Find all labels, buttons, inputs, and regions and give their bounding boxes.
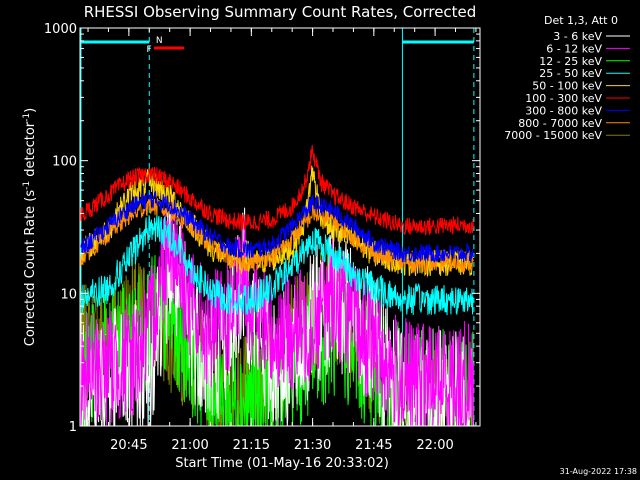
legend-entry-label: 7000 - 15000 keV [504, 129, 602, 142]
flag-label-0: N [156, 36, 163, 46]
chart-title: RHESSI Observing Summary Count Rates, Co… [84, 3, 477, 21]
x-tick-label: 20:45 [110, 438, 147, 453]
legend-entry-label: 100 - 300 keV [525, 92, 602, 105]
legend-entry-label: 6 - 12 keV [546, 42, 602, 55]
y-tick-label: 1 [69, 420, 77, 435]
legend-entry-label: 25 - 50 keV [539, 67, 602, 80]
y-axis-label: Corrected Count Rate (s-1 detector-1) [22, 108, 38, 346]
timestamp: 31-Aug-2022 17:38 [560, 467, 637, 476]
y-tick-label: 100 [52, 155, 77, 170]
axes: 1 10 100 1000 20:45 21:00 21:15 21:30 21:45 22:00 [44, 22, 480, 453]
plot-frame [79, 27, 481, 427]
legend-entry-label: 3 - 6 keV [553, 30, 602, 43]
legend-entry-label: 800 - 7000 keV [518, 117, 602, 130]
x-tick-label: 21:00 [171, 438, 208, 453]
plot-area: NF [80, 28, 475, 426]
x-tick-label: 21:30 [294, 438, 331, 453]
legend-entry-label: 50 - 100 keV [532, 80, 602, 93]
x-tick-label: 21:15 [233, 438, 270, 453]
series-line-3 [80, 214, 474, 316]
series-line-6 [80, 191, 474, 263]
x-axis-label: Start Time (01-May-16 20:33:02) [175, 456, 389, 471]
y-tick-label: 1000 [44, 22, 77, 37]
y-tick-label: 10 [60, 287, 77, 302]
flag-label-1: F [146, 45, 151, 55]
legend-entry-label: 300 - 800 keV [525, 104, 602, 117]
legend-entry-label: 12 - 25 keV [539, 55, 602, 68]
legend-title: Det 1,3, Att 0 [544, 14, 618, 27]
series-line-5 [80, 144, 474, 236]
x-tick-label: 21:45 [355, 438, 392, 453]
x-tick-label: 22:00 [416, 438, 453, 453]
series-line-1 [80, 192, 474, 426]
